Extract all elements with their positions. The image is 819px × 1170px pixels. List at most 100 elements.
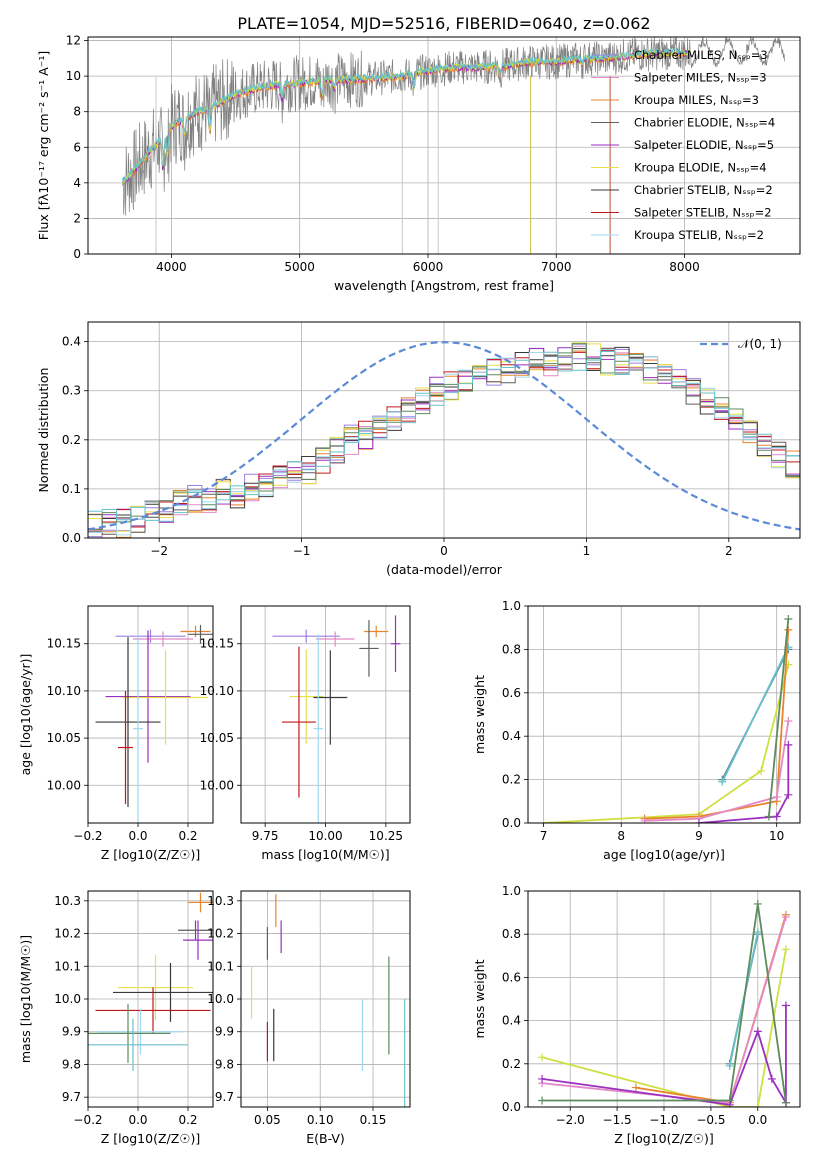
axes-frame	[87, 605, 214, 824]
x-axis-label: Z [log10(Z/Z☉)]	[101, 1131, 201, 1146]
y-tick-label: 0.6	[502, 686, 521, 700]
mass-weight-marker	[725, 1061, 734, 1070]
mass-weight-marker	[694, 819, 703, 823]
y-tick-label: 10.3	[54, 894, 81, 908]
x-tick-label: 9	[695, 829, 703, 843]
mass-weight-marker	[784, 790, 793, 799]
plot-area	[538, 899, 790, 1107]
x-tick-label: 10.00	[308, 829, 342, 843]
legend-label: Kroupa MILES, Nₛₛₚ=3	[634, 93, 759, 107]
y-tick-label: 12	[66, 34, 81, 48]
grid	[87, 891, 213, 1107]
y-axis-label: mass [log10(M/M☉)]	[18, 935, 33, 1063]
mass-weight-marker	[764, 812, 773, 821]
x-tick-label: 0.0	[128, 1113, 147, 1127]
mass-weight-marker	[538, 1053, 547, 1062]
y-tick-label: 10.15	[200, 637, 234, 651]
legend-label: Salpeter STELIB, Nₛₛₚ=2	[634, 206, 772, 220]
y-tick-label: 10.00	[47, 778, 81, 792]
y-tick-label: 10.15	[47, 637, 81, 651]
grid	[528, 890, 800, 1108]
x-tick-label: 0.05	[254, 1113, 281, 1127]
y-tick-label: 9.7	[62, 1090, 81, 1104]
x-tick-label: 6000	[413, 260, 444, 274]
x-tick-label: 0.15	[360, 1113, 387, 1127]
grid	[241, 891, 410, 1107]
x-tick-label: 8000	[669, 260, 700, 274]
y-tick-label: 10.0	[54, 992, 81, 1006]
x-tick-label: 7000	[541, 260, 572, 274]
plot-area	[250, 894, 406, 1107]
mass-vs-ebv-panel: 0.05 0.10 0.15 9.7 9.8 9.9 10.0 10.1 10.2 10.3 E(B…	[207, 890, 411, 1146]
mass-weight-line	[721, 646, 790, 783]
y-tick-label: 10.05	[200, 731, 234, 745]
mass-weight-line	[644, 629, 790, 820]
plot-area	[88, 341, 800, 538]
x-tick-label: −0.2	[73, 829, 102, 843]
y-tick-label: 10.0	[207, 992, 234, 1006]
mass-weight-line	[541, 949, 787, 1107]
x-tick-label: 0.10	[307, 1113, 334, 1127]
y-tick-label: 10.3	[207, 894, 234, 908]
figure-title: PLATE=1054, MJD=52516, FIBERID=0640, z=0…	[237, 14, 650, 33]
mass-weight-marker	[784, 615, 793, 624]
x-axis-label: Z [log10(Z/Z☉)]	[101, 847, 201, 862]
legend-label: Chabrier MILES, Nₛₛₚ=3	[634, 48, 768, 62]
y-tick-label: 9.9	[215, 1025, 234, 1039]
age-vs-mass-panel: 9.75 10.00 10.25 10.00 10.05 10.10 10.15 mass […	[200, 605, 411, 862]
mass-weight-marker	[757, 766, 766, 775]
x-tick-label: 1	[583, 544, 591, 558]
legend-label: Salpeter ELODIE, Nₛₛₚ=5	[634, 138, 774, 152]
mass-weight-line	[768, 618, 790, 817]
age-vs-metallicity-panel: −0.2 0.0 0.2 10.00 10.05 10.10 10.15 Z [log10(Z…	[18, 605, 214, 862]
y-tick-label: 4	[73, 176, 81, 190]
x-axis-label: E(B-V)	[306, 1131, 345, 1146]
y-tick-label: 9.7	[215, 1090, 234, 1104]
mass-weight-marker	[753, 899, 762, 908]
y-axis-label: Normed distribution	[36, 368, 51, 493]
y-tick-label: 0.1	[62, 482, 81, 496]
residuals-panel: −2 −1 0 1 2 0.0 0.1 0.2 0.3 0.4 (data-model)/error…	[36, 321, 801, 577]
axes-frame	[527, 605, 801, 824]
residual-histogram	[88, 342, 800, 532]
y-tick-label: 10	[66, 69, 81, 83]
mass-weight-marker	[781, 1001, 790, 1010]
axes-frame	[240, 890, 411, 1108]
y-tick-label: 10.00	[200, 778, 234, 792]
y-tick-label: 9.8	[62, 1057, 81, 1071]
x-axis-label: wavelength [Angstrom, rest frame]	[334, 278, 554, 293]
x-tick-label: −0.5	[696, 1113, 725, 1127]
mass-vs-metallicity-panel: −0.2 0.0 0.2 9.7 9.8 9.9 10.0 10.1 10.2 10.3 Z [lo…	[18, 890, 214, 1146]
y-tick-label: 1.0	[502, 884, 521, 898]
x-tick-label: 9.75	[252, 829, 279, 843]
x-tick-label: 0.0	[748, 1113, 767, 1127]
x-tick-label: 7	[540, 829, 548, 843]
mass-weight-vs-metallicity-panel: −2.0 −1.5 −1.0 −0.5 0.0 0.0 0.2 0.4 0.6 0.8 1.0 Z […	[472, 884, 801, 1146]
legend-label: Kroupa STELIB, Nₛₛₚ=2	[634, 228, 764, 242]
mass-weight-line	[698, 744, 790, 823]
y-axis-label: Flux [fλ10⁻¹⁷ erg cm⁻² s⁻¹ A⁻¹]	[36, 51, 51, 240]
mass-weight-marker	[539, 819, 548, 823]
x-tick-label: 10	[769, 829, 784, 843]
y-tick-label: 0.0	[62, 531, 81, 545]
mass-weight-marker	[784, 740, 793, 749]
mass-weight-line	[644, 720, 790, 822]
y-axis-label: mass weight	[472, 959, 487, 1038]
y-tick-label: 0.8	[502, 642, 521, 656]
y-tick-label: 10.2	[207, 927, 234, 941]
mass-weight-marker	[767, 1074, 776, 1083]
y-tick-label: 0.2	[502, 773, 521, 787]
normal-distribution-curve	[88, 341, 800, 531]
y-tick-label: 10.10	[47, 684, 81, 698]
x-tick-label: 5000	[284, 260, 315, 274]
residual-histogram	[88, 351, 800, 522]
plot-area	[88, 892, 213, 1071]
spectrum-panel: 4000 5000 6000 7000 8000 0 2 4 6 8 10 12 wavelength …	[36, 34, 801, 293]
y-tick-label: 10.2	[54, 927, 81, 941]
x-tick-label: 0.2	[178, 829, 197, 843]
y-tick-label: 0.0	[502, 1100, 521, 1114]
mass-weight-marker	[640, 816, 649, 823]
y-tick-label: 0.2	[502, 1057, 521, 1071]
y-tick-label: 0.4	[62, 335, 81, 349]
